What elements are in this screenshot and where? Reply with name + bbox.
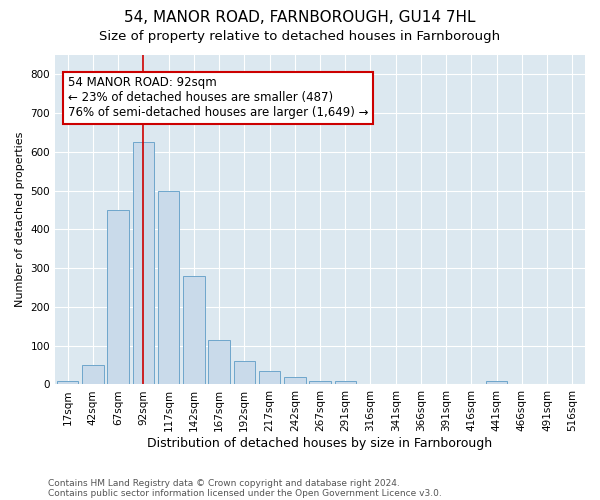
Bar <box>158 190 179 384</box>
Bar <box>107 210 129 384</box>
Bar <box>57 380 79 384</box>
Bar <box>233 361 255 384</box>
Bar <box>82 365 104 384</box>
Y-axis label: Number of detached properties: Number of detached properties <box>15 132 25 308</box>
Bar <box>284 376 305 384</box>
Text: 54 MANOR ROAD: 92sqm
← 23% of detached houses are smaller (487)
76% of semi-deta: 54 MANOR ROAD: 92sqm ← 23% of detached h… <box>68 76 368 120</box>
Bar <box>133 142 154 384</box>
Bar <box>309 380 331 384</box>
Bar <box>486 382 508 384</box>
Text: Size of property relative to detached houses in Farnborough: Size of property relative to detached ho… <box>100 30 500 43</box>
X-axis label: Distribution of detached houses by size in Farnborough: Distribution of detached houses by size … <box>148 437 493 450</box>
Bar <box>259 371 280 384</box>
Bar <box>208 340 230 384</box>
Bar <box>335 382 356 384</box>
Bar <box>183 276 205 384</box>
Text: Contains public sector information licensed under the Open Government Licence v3: Contains public sector information licen… <box>48 488 442 498</box>
Text: 54, MANOR ROAD, FARNBOROUGH, GU14 7HL: 54, MANOR ROAD, FARNBOROUGH, GU14 7HL <box>124 10 476 25</box>
Text: Contains HM Land Registry data © Crown copyright and database right 2024.: Contains HM Land Registry data © Crown c… <box>48 478 400 488</box>
